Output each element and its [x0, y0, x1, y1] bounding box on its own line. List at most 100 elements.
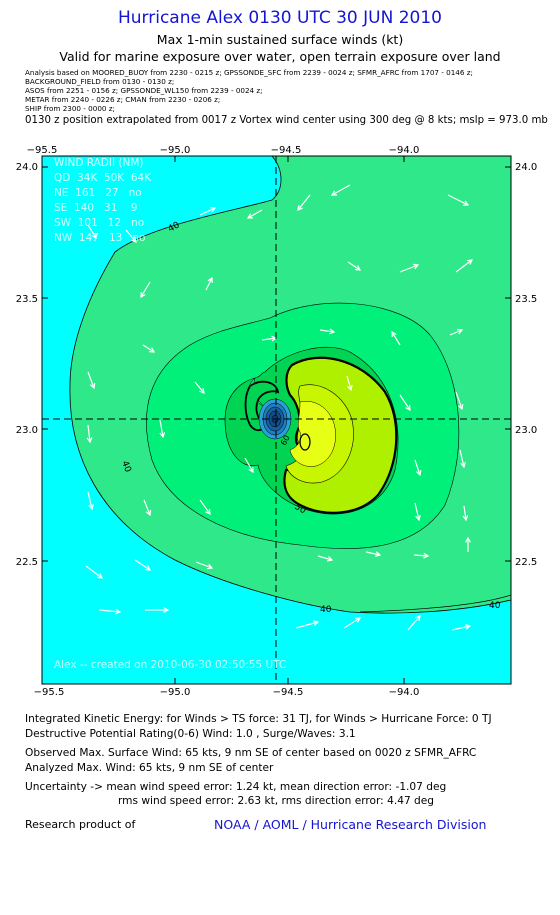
wind-vector-arrow: [87, 224, 97, 239]
contour-label: 40: [489, 601, 501, 611]
wind-vector-arrow: [459, 449, 465, 468]
wind-vector-arrow: [343, 617, 361, 629]
wind-vector-arrowhead: [297, 204, 303, 211]
uncertainty-rms: rms wind speed error: 2.63 kt, rms direc…: [118, 795, 435, 807]
wind-vector-arrow: [199, 499, 211, 515]
wind-vector-arrowhead: [415, 515, 421, 522]
data-source-line: ASOS from 2251 - 0156 z; GPSSONDE_WL150 …: [25, 86, 263, 95]
y-tick-label-left: 23.0: [16, 425, 38, 436]
wind-radii-row: SW 101 12 no: [54, 217, 144, 229]
y-tick-label-right: 23.0: [515, 425, 537, 436]
wind-vector-arrowhead: [91, 232, 97, 240]
wind-vector-arrowhead: [206, 563, 214, 570]
wind-vector-arrow: [244, 457, 254, 473]
wind-vector-arrowhead: [89, 382, 96, 390]
wind-vector-arrow: [261, 337, 277, 341]
wind-vector-arrowhead: [205, 508, 211, 516]
wind-vector-arrowhead: [86, 437, 93, 444]
wind-vector-arrow: [85, 565, 103, 579]
wind-vector-arrow: [87, 491, 93, 510]
wind-vector-arrow: [134, 559, 151, 571]
wind-vector-arrowhead: [354, 617, 362, 623]
x-tick-label-bottom: −95.5: [34, 687, 65, 698]
wind-vector-arrowhead: [423, 552, 430, 559]
wind-vector-arrowhead: [466, 259, 474, 265]
wind-vector-arrowhead: [415, 615, 421, 622]
wind-vector-arrowhead: [465, 536, 471, 543]
wind-vector-arrowhead: [199, 387, 205, 394]
y-tick-label-left: 24.0: [16, 162, 38, 173]
wind-vector-arrowhead: [148, 347, 156, 353]
wind-vector-arrowhead: [207, 276, 213, 284]
wind-vector-arrow: [125, 229, 137, 243]
wind-vector-arrowhead: [159, 432, 166, 439]
wind-vector-arrow: [399, 264, 419, 273]
y-tick-label-left: 22.5: [16, 557, 38, 568]
wind-vector-arrowhead: [354, 265, 362, 271]
wind-vector-arrowhead: [131, 236, 137, 243]
wind-radii-row: NW 147 13 no: [54, 232, 145, 244]
wind-vector-arrow: [87, 371, 95, 389]
wind-vector-arrow: [391, 331, 401, 346]
wind-vector-arrow: [98, 609, 121, 613]
wind-vector-arrow: [87, 424, 91, 443]
wind-vector-arrowhead: [405, 404, 411, 412]
wind-vector-arrowhead: [163, 607, 170, 613]
wind-vector-arrow: [455, 391, 463, 410]
wind-vector-arrow: [365, 551, 381, 556]
contour-label: 40: [119, 460, 132, 474]
max-wind-contour: [299, 433, 311, 451]
wind-vector-arrowhead: [312, 620, 320, 626]
wind-vector-arrowhead: [375, 551, 382, 557]
y-tick-label-right: 23.5: [515, 294, 537, 305]
wind-vector-arrowhead: [145, 509, 152, 517]
wind-vector-arrow: [317, 555, 333, 561]
wind-radii-row: SE 140 31 9: [54, 202, 137, 214]
x-tick-label-top: −95.5: [27, 145, 58, 156]
x-tick-label-top: −94.0: [389, 145, 420, 156]
wind-vector-arrow: [159, 419, 164, 438]
eyewall-band: [244, 380, 280, 432]
contour-label: 40: [167, 220, 182, 234]
wind-vector-arrowhead: [88, 504, 94, 511]
analyzed-max-wind: Analyzed Max. Wind: 65 kts, 9 nm SE of c…: [25, 762, 274, 774]
destructive-potential: Destructive Potential Rating(0-6) Wind: …: [25, 728, 356, 740]
wind-vector-arrowhead: [326, 556, 334, 562]
wind-vector-arrowhead: [347, 384, 353, 392]
wind-vectors: [85, 184, 474, 631]
chart-subtitle-units: Max 1-min sustained surface winds (kt): [156, 32, 404, 47]
wind-vector-arrow: [451, 625, 471, 631]
wind-vector-arrowhead: [415, 469, 422, 477]
footer-label: Research product of: [25, 818, 136, 831]
plot-frame: [41, 155, 512, 685]
map-watermark: Alex -- created on 2010-06-30 02:50:55 U…: [54, 659, 286, 671]
outer-40-contour: [359, 594, 511, 613]
wind-vector-arrow: [194, 381, 205, 394]
footer-organization-link[interactable]: NOAA / AOML / Hurricane Research Divisio…: [214, 817, 487, 832]
wind-vector-arrow: [297, 194, 311, 211]
wind-vector-arrow: [142, 344, 155, 353]
wind-vector-arrowhead: [248, 466, 254, 474]
wind-vector-arrowhead: [391, 330, 397, 338]
wind-vector-arrowhead: [330, 190, 338, 196]
wind-vector-arrow: [331, 184, 351, 196]
y-tick-label-right: 22.5: [515, 557, 537, 568]
wind-vector-arrowhead: [460, 462, 466, 469]
wind-vector-arrow: [347, 261, 361, 271]
wind-vector-arrow: [407, 615, 421, 631]
contour-label: 60: [279, 434, 292, 447]
x-tick-label-bottom: −94.5: [273, 687, 304, 698]
axis-labels: −95.5 −95.0 −94.5 −94.0 −95.5 −95.0 −94.…: [16, 145, 538, 698]
wind-vector-arrow: [199, 207, 216, 216]
wind-radii-header: QD 34K 50K 64K: [54, 172, 152, 184]
wind-vector-arrowhead: [457, 403, 464, 411]
chart-subtitle-validity: Valid for marine exposure over water, op…: [59, 49, 501, 64]
wind-field-map: 40 40 40 40 50 60 WIND RADII (NM) QD 34K…: [16, 145, 538, 698]
x-tick-label-top: −94.5: [271, 145, 302, 156]
uncertainty-mean: Uncertainty -> mean wind speed error: 1.…: [25, 781, 447, 793]
wind-vector-arrow: [205, 277, 213, 291]
ike-summary: Integrated Kinetic Energy: for Winds > T…: [25, 713, 492, 725]
chart-title: Hurricane Alex 0130 UTC 30 JUN 2010: [118, 8, 442, 28]
wind-vector-arrowhead: [115, 608, 122, 615]
wind-vector-arrow: [140, 281, 151, 298]
